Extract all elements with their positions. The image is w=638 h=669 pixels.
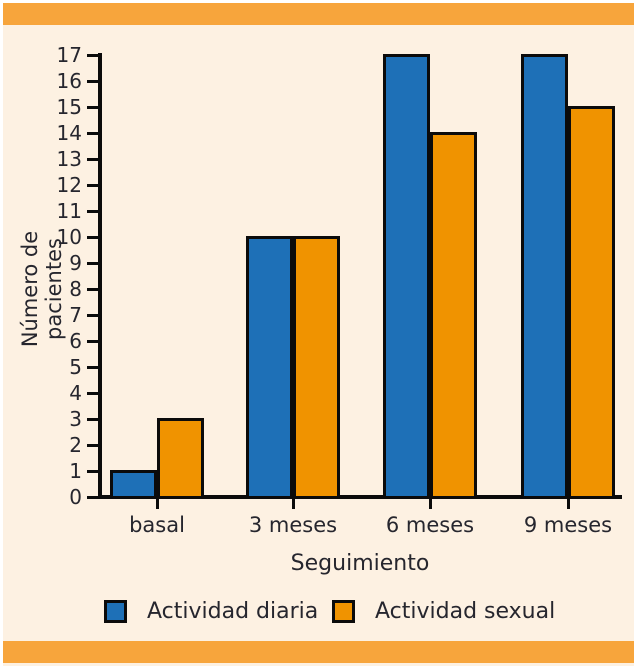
x-axis-line [98, 495, 622, 499]
y-tick-10 [87, 235, 98, 239]
y-tick-label-0: 0 [69, 485, 82, 509]
x-tick-1 [291, 499, 295, 509]
bar-actividad-diaria-9-meses [521, 54, 568, 499]
y-tick-13 [87, 157, 98, 161]
y-tick-5 [87, 365, 98, 369]
y-tick-3 [87, 417, 98, 421]
bottom-accent-band [3, 641, 634, 663]
y-tick-17 [87, 53, 98, 57]
legend-item-actividad-sexual: Actividad sexual [332, 599, 555, 624]
y-tick-12 [87, 183, 98, 187]
y-tick-9 [87, 261, 98, 265]
legend-swatch-actividad-diaria [104, 600, 127, 623]
y-tick-label-9: 9 [69, 251, 82, 275]
bar-actividad-sexual-3-meses [293, 236, 340, 499]
x-tick-2 [428, 499, 432, 509]
y-tick-label-11: 11 [56, 199, 82, 223]
y-tick-label-3: 3 [69, 407, 82, 431]
y-tick-2 [87, 443, 98, 447]
legend-item-actividad-diaria: Actividad diaria [104, 599, 318, 624]
x-tick-3 [566, 499, 570, 509]
y-tick-label-16: 16 [56, 69, 82, 93]
y-tick-label-12: 12 [56, 173, 82, 197]
y-tick-4 [87, 391, 98, 395]
y-tick-label-2: 2 [69, 433, 82, 457]
y-tick-label-10: 10 [56, 225, 82, 249]
y-tick-label-14: 14 [56, 121, 82, 145]
y-tick-label-7: 7 [69, 303, 82, 327]
y-tick-6 [87, 339, 98, 343]
y-tick-16 [87, 79, 98, 83]
bar-actividad-sexual-6-meses [430, 132, 477, 499]
x-category-label-2: 6 meses [385, 513, 475, 537]
y-tick-0 [87, 495, 98, 499]
y-tick-label-17: 17 [56, 43, 82, 67]
legend-swatch-actividad-sexual [332, 600, 355, 623]
y-tick-7 [87, 313, 98, 317]
bar-actividad-sexual-basal [157, 418, 204, 499]
y-axis-line [98, 53, 102, 499]
y-tick-15 [87, 105, 98, 109]
bar-actividad-sexual-9-meses [568, 106, 615, 499]
bar-actividad-diaria-basal [110, 470, 157, 499]
y-tick-11 [87, 209, 98, 213]
x-axis-title: Seguimiento [290, 551, 430, 576]
y-tick-label-8: 8 [69, 277, 82, 301]
legend-label-actividad-diaria: Actividad diaria [147, 599, 319, 624]
x-category-label-3: 9 meses [523, 513, 613, 537]
y-tick-8 [87, 287, 98, 291]
bar-actividad-diaria-3-meses [246, 236, 293, 499]
x-category-label-1: 3 meses [248, 513, 338, 537]
y-tick-label-1: 1 [69, 459, 82, 483]
y-tick-14 [87, 131, 98, 135]
y-tick-label-15: 15 [56, 95, 82, 119]
y-tick-1 [87, 469, 98, 473]
y-tick-label-4: 4 [69, 381, 82, 405]
legend-label-actividad-sexual: Actividad sexual [375, 599, 556, 624]
top-accent-band [3, 3, 634, 25]
bar-actividad-diaria-6-meses [383, 54, 430, 499]
x-category-label-0: basal [129, 513, 185, 537]
x-tick-0 [155, 499, 159, 509]
y-tick-label-5: 5 [69, 355, 82, 379]
y-tick-label-6: 6 [69, 329, 82, 353]
y-tick-label-13: 13 [56, 147, 82, 171]
